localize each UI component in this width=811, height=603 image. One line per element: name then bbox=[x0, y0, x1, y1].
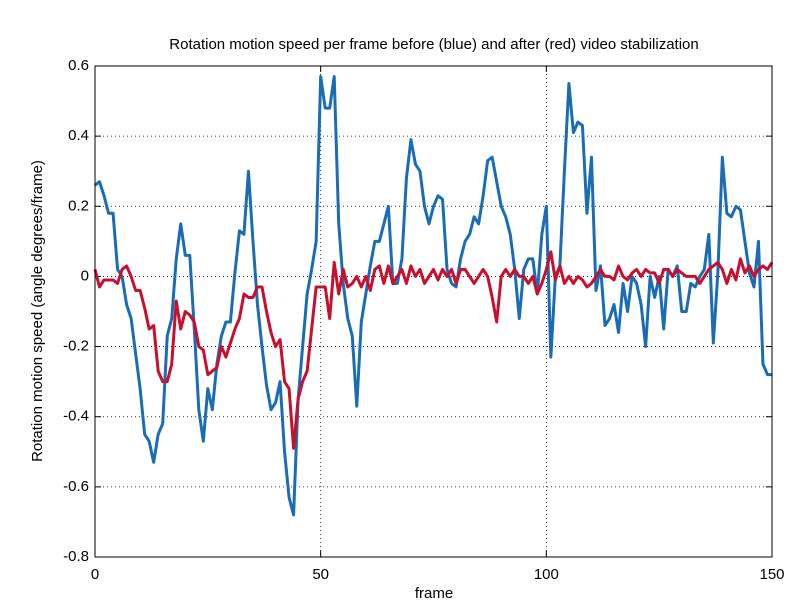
chart-title: Rotation motion speed per frame before (… bbox=[169, 36, 698, 53]
y-tick-label: -0.4 bbox=[63, 408, 89, 425]
y-axis-label: Rotation motion speed (angle degrees/fra… bbox=[29, 160, 46, 462]
x-axis-label: frame bbox=[415, 585, 453, 602]
x-tick-label: 100 bbox=[534, 566, 559, 583]
y-tick-label: 0.2 bbox=[68, 197, 89, 214]
y-tick-label: 0.4 bbox=[68, 127, 89, 144]
y-tick-label: 0 bbox=[81, 267, 89, 284]
x-tick-label: 150 bbox=[759, 566, 784, 583]
data-line bbox=[94, 75, 772, 517]
y-tick-label: 0.6 bbox=[68, 57, 89, 74]
plot-frame bbox=[94, 65, 773, 558]
y-tick-label: -0.8 bbox=[63, 548, 89, 565]
data-line bbox=[93, 250, 774, 450]
y-tick-label: -0.6 bbox=[63, 478, 89, 495]
x-tick-label: 0 bbox=[91, 566, 99, 583]
x-tick-label: 50 bbox=[312, 566, 329, 583]
y-tick-label: -0.2 bbox=[63, 338, 89, 355]
